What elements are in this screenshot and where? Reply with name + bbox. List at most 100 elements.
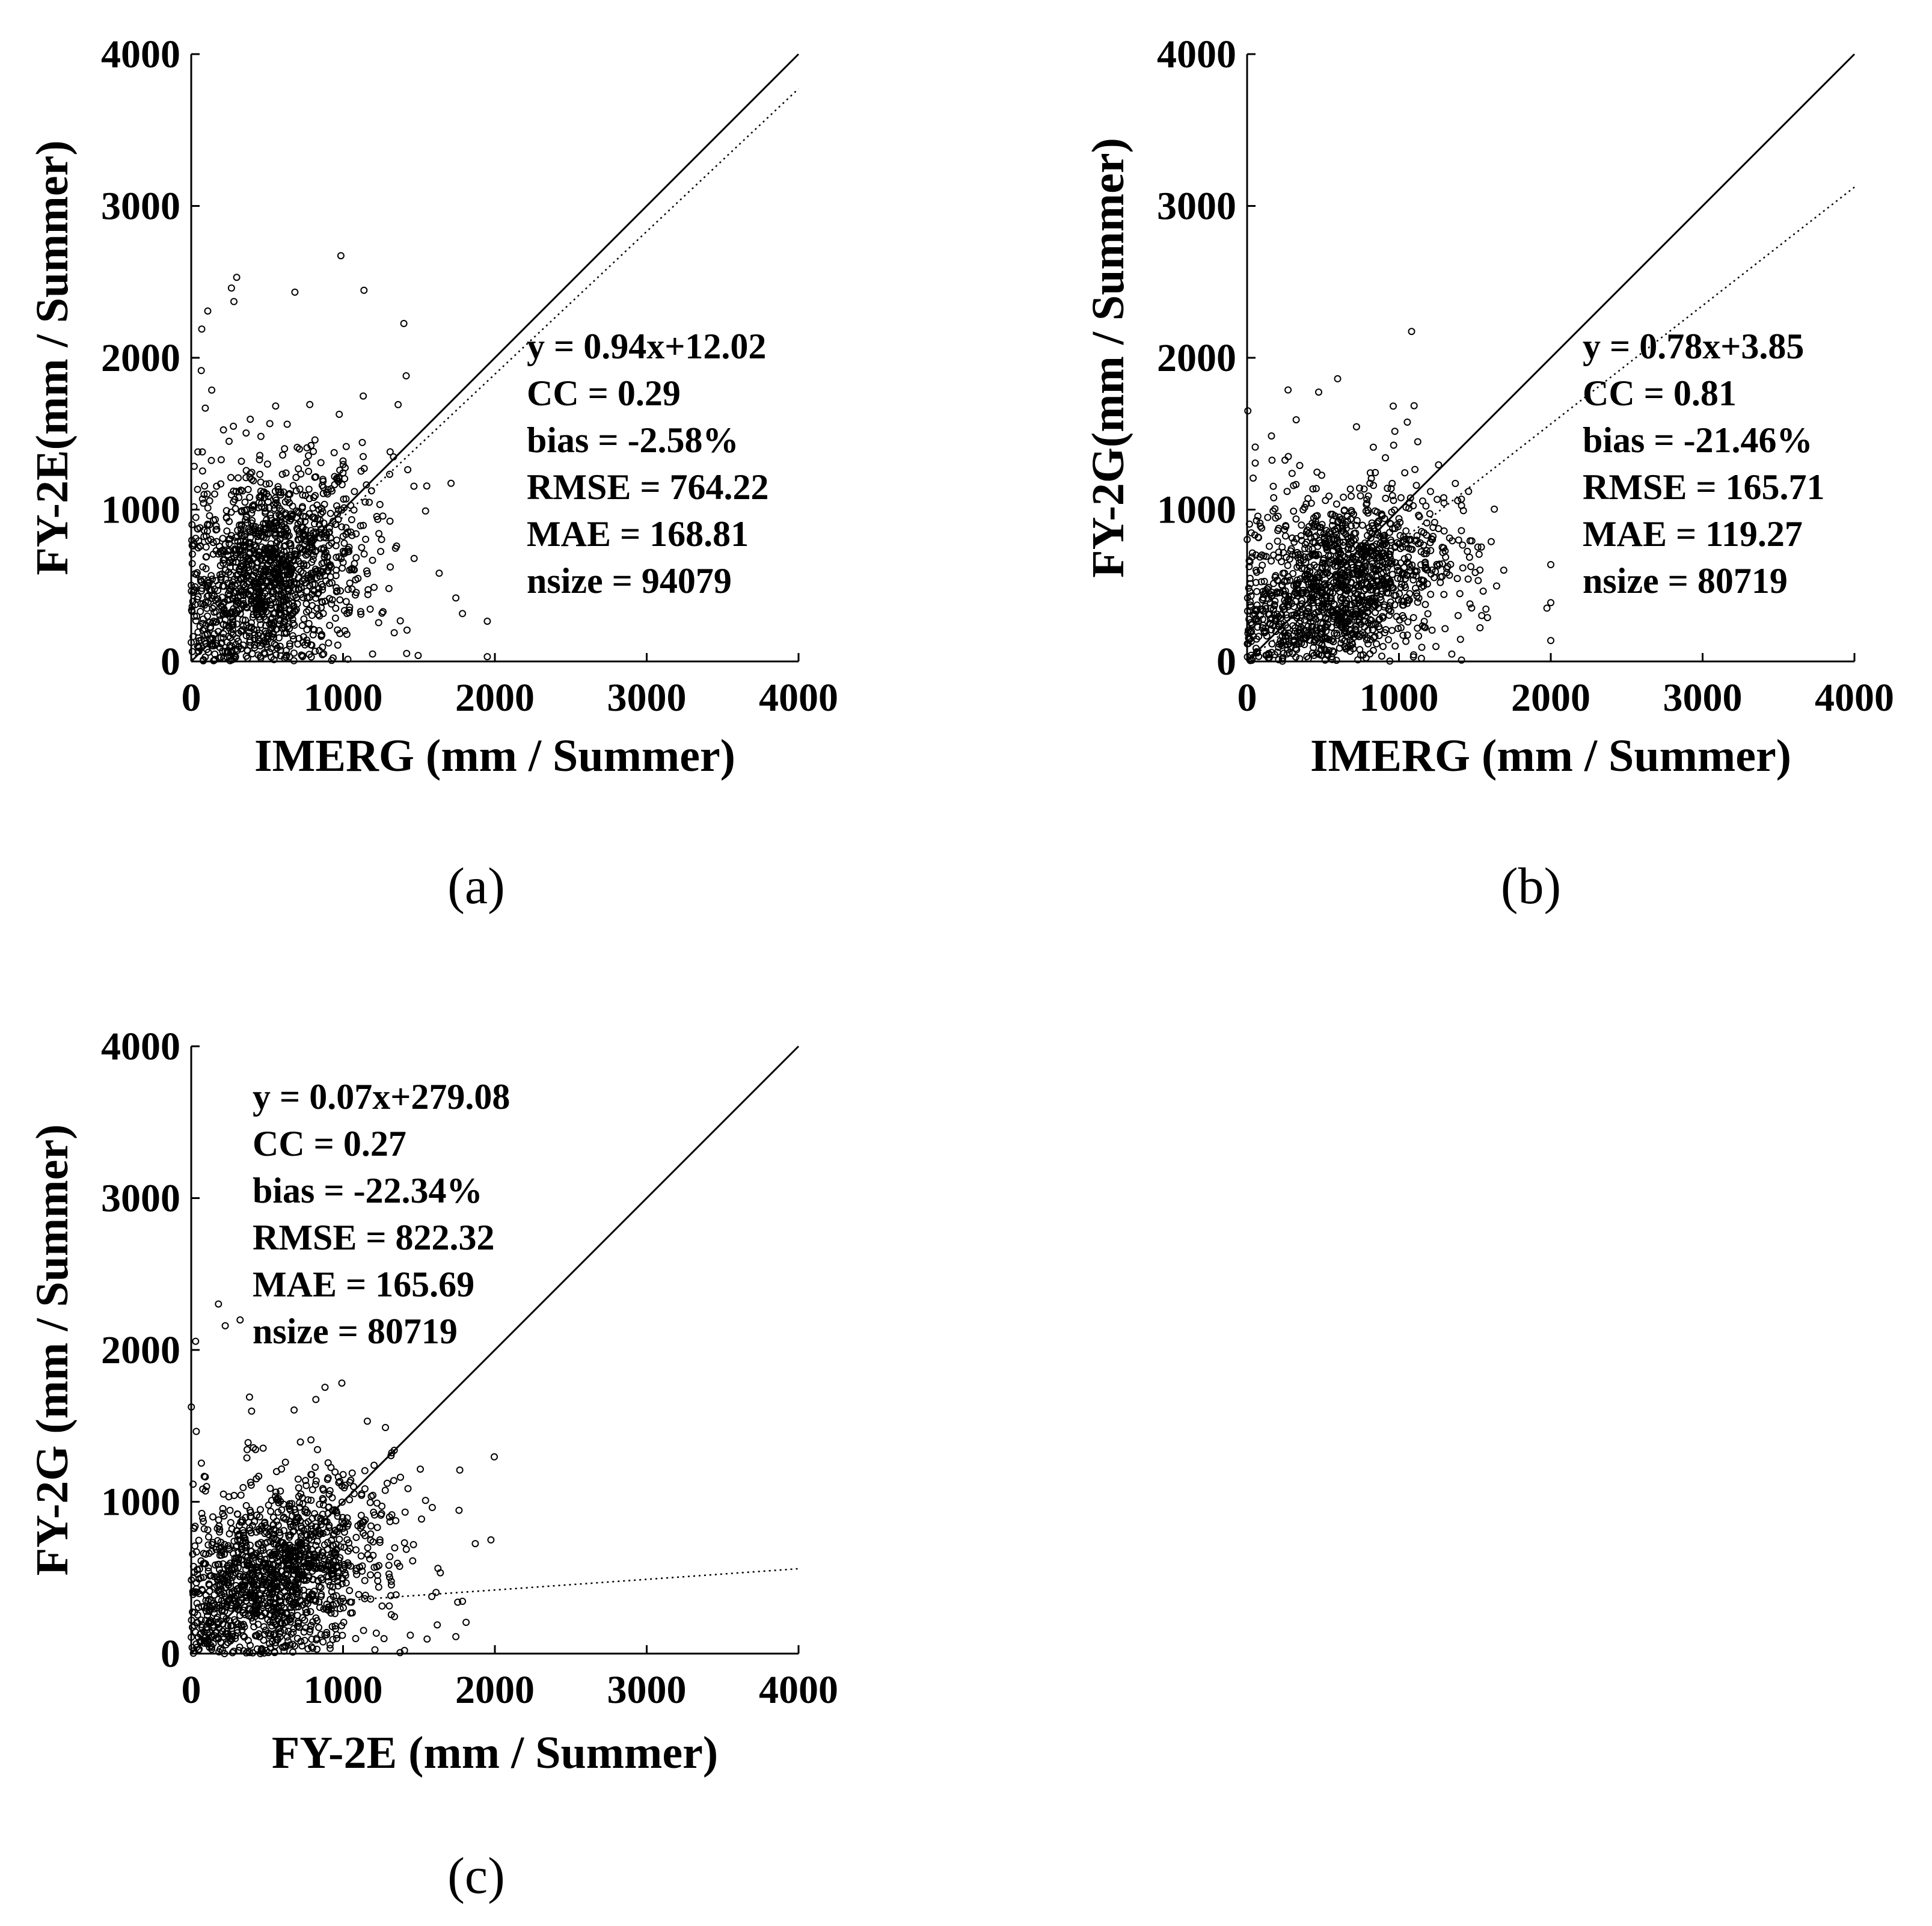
scatter-point bbox=[201, 404, 209, 412]
scatter-point bbox=[310, 447, 317, 455]
scatter-points-b bbox=[1244, 328, 1554, 665]
scatter-point bbox=[262, 622, 269, 630]
scatter-point bbox=[375, 619, 382, 627]
scatter-point bbox=[333, 1592, 340, 1599]
scatter-point bbox=[200, 1473, 208, 1480]
scatter-point bbox=[1452, 480, 1459, 487]
scatter-point bbox=[1316, 529, 1324, 536]
scatter-point bbox=[212, 1543, 220, 1551]
scatter-point bbox=[1322, 647, 1329, 655]
scatter-point bbox=[244, 1637, 252, 1645]
scatter-point bbox=[236, 563, 244, 571]
scatter-point bbox=[357, 1512, 365, 1520]
scatter-point bbox=[215, 1560, 223, 1568]
scatter-point bbox=[329, 1566, 337, 1574]
scatter-point bbox=[322, 1606, 330, 1613]
scatter-point bbox=[275, 1593, 283, 1601]
scatter-point bbox=[204, 1526, 212, 1534]
scatter-point bbox=[1456, 636, 1464, 643]
scatter-point bbox=[299, 1571, 307, 1578]
scatter-point bbox=[1458, 656, 1465, 664]
scatter-point bbox=[228, 1633, 236, 1640]
scatter-point bbox=[328, 1588, 336, 1596]
scatter-point bbox=[370, 1508, 378, 1516]
scatter-point bbox=[245, 539, 253, 547]
scatter-point bbox=[1331, 582, 1339, 590]
scatter-point bbox=[235, 474, 242, 482]
scatter-point bbox=[277, 603, 285, 610]
scatter-point bbox=[280, 1514, 287, 1522]
scatter-point bbox=[195, 1536, 203, 1544]
scatter-point bbox=[351, 566, 358, 574]
scatter-point bbox=[1303, 574, 1311, 582]
scatter-point bbox=[348, 585, 356, 593]
scatter-point bbox=[202, 1592, 210, 1599]
scatter-point bbox=[357, 1552, 365, 1560]
scatter-point bbox=[337, 555, 345, 562]
scatter-point bbox=[342, 1579, 350, 1587]
scatter-point bbox=[334, 1582, 342, 1590]
scatter-point bbox=[1343, 524, 1350, 532]
scatter-point bbox=[339, 1595, 346, 1602]
scatter-point bbox=[410, 554, 418, 562]
scatter-point bbox=[1334, 546, 1342, 554]
scatter-point bbox=[1453, 575, 1461, 583]
scatter-point bbox=[224, 1622, 232, 1630]
scatter-point bbox=[291, 1506, 299, 1514]
stat-cc-c: CC = 0.27 bbox=[253, 1124, 406, 1164]
scatter-point bbox=[1348, 492, 1355, 500]
scatter-point bbox=[203, 527, 211, 535]
scatter-point bbox=[232, 505, 239, 512]
scatter-point bbox=[1279, 569, 1287, 577]
scatter-point bbox=[1418, 622, 1426, 630]
scatter-point bbox=[1399, 631, 1407, 639]
scatter-point bbox=[220, 1570, 228, 1578]
scatter-point bbox=[1361, 573, 1369, 581]
scatter-point bbox=[372, 1630, 380, 1637]
scatter-point bbox=[287, 581, 295, 589]
scatter-point bbox=[370, 583, 378, 591]
scatter-point bbox=[198, 1509, 206, 1517]
scatter-point bbox=[352, 576, 360, 584]
scatter-point bbox=[1334, 562, 1342, 569]
scatter-point bbox=[299, 569, 307, 577]
scatter-point bbox=[248, 586, 256, 594]
y-tick-label: 0 bbox=[161, 640, 180, 684]
scatter-point bbox=[400, 320, 408, 327]
scatter-point bbox=[300, 1575, 308, 1583]
scatter-point bbox=[1304, 605, 1312, 613]
scatter-point bbox=[363, 481, 370, 489]
scatter-point bbox=[320, 553, 328, 561]
scatter-point bbox=[487, 1536, 495, 1544]
scatter-point bbox=[1267, 604, 1275, 612]
x-axis-label-a: IMERG (mm / Summer) bbox=[254, 731, 735, 781]
scatter-point bbox=[292, 474, 300, 481]
scatter-point bbox=[357, 467, 365, 475]
scatter-point bbox=[275, 634, 283, 642]
scatter-point bbox=[196, 622, 204, 630]
scatter-point bbox=[1284, 646, 1292, 654]
scatter-point bbox=[204, 1541, 212, 1549]
scatter-point bbox=[422, 507, 429, 515]
scatter-point bbox=[1292, 580, 1300, 587]
scatter-point bbox=[242, 512, 250, 520]
scatter-point bbox=[282, 469, 290, 477]
scatter-point bbox=[347, 1609, 355, 1617]
scatter-point bbox=[333, 1634, 340, 1642]
scatter-point bbox=[1251, 607, 1259, 615]
scatter-point bbox=[360, 550, 368, 558]
scatter-point bbox=[491, 1453, 498, 1461]
scatter-point bbox=[1252, 615, 1260, 622]
scatter-point bbox=[312, 473, 320, 480]
scatter-point bbox=[1274, 577, 1281, 584]
scatter-point bbox=[385, 584, 393, 592]
scatter-point bbox=[1318, 521, 1326, 529]
scatter-point bbox=[272, 402, 280, 410]
scatter-point bbox=[188, 550, 196, 558]
scatter-point bbox=[277, 1487, 284, 1495]
scatter-point bbox=[221, 556, 228, 563]
scatter-point bbox=[1376, 532, 1384, 540]
scatter-point bbox=[1320, 608, 1328, 616]
scatter-point bbox=[1343, 645, 1351, 652]
y-tick-label: 0 bbox=[1216, 640, 1236, 684]
